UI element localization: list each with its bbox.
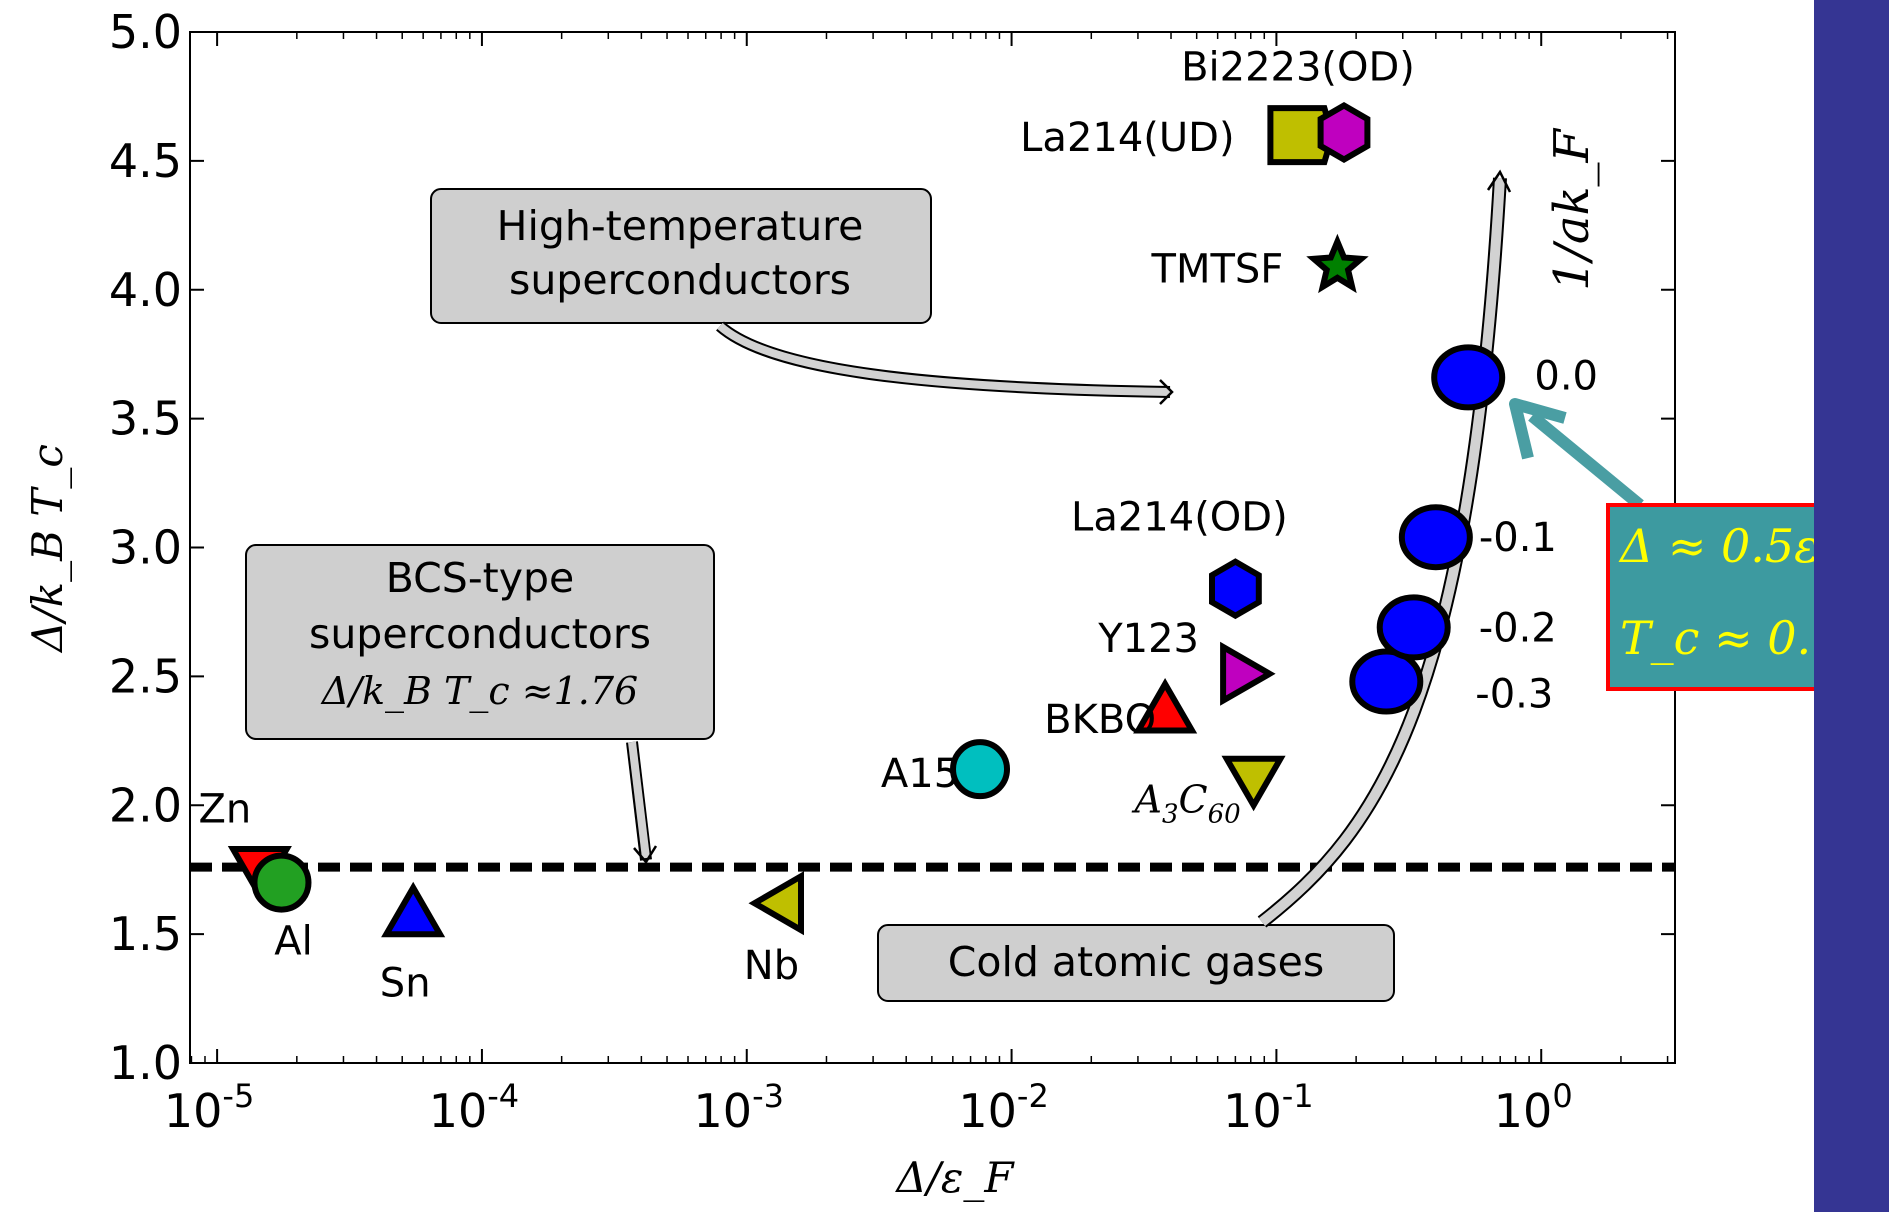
- label-bkbo: BKBO: [1044, 697, 1156, 743]
- highlight-line-1: Δ ≈ 0.5ε_F: [1618, 519, 1814, 573]
- bcs-callout: BCS-type superconductors Δ/k_B T_c ≈1.76: [245, 544, 715, 865]
- y-tick-label: 5.0: [109, 5, 182, 59]
- y-tick-label: 3.0: [109, 521, 182, 575]
- bcs-line-1: BCS-type: [386, 554, 574, 602]
- y-tick-label: 1.0: [109, 1036, 182, 1090]
- high-tc-line-2: superconductors: [509, 256, 851, 304]
- marker-a3c60: [1221, 755, 1286, 812]
- unitary-point: [1349, 648, 1424, 715]
- unitary-point: [1431, 344, 1506, 411]
- x-axis: 10-5 10-4 10-3 10-2 10-1 100: [164, 32, 1669, 1138]
- y-tick-label: 2.5: [109, 649, 182, 703]
- x-tick-label: 10-4: [429, 1077, 519, 1138]
- unitary-label: 0.0: [1534, 353, 1598, 399]
- label-bi2223-od: Bi2223(OD): [1181, 45, 1415, 91]
- right-sidebar-strip: [1814, 0, 1889, 1212]
- marker-a15: [950, 739, 1011, 800]
- bcs-line-3: Δ/k_B T_c ≈1.76: [320, 669, 638, 714]
- y-axis: 1.0 1.5 2.0 2.5 3.0 3.5 4.0 4.5 5.0: [109, 5, 1675, 1090]
- highlight-arrow: [1528, 411, 1644, 510]
- marker-sn: [381, 881, 446, 938]
- y-tick-label: 1.5: [109, 907, 182, 961]
- label-sn: Sn: [380, 961, 431, 1007]
- cold-gases-callout: Cold atomic gases: [877, 924, 1395, 1002]
- y-axis-label: Δ/k_B T_c: [23, 444, 72, 654]
- highlight-arrow-head: [1509, 398, 1567, 460]
- y-tick-label: 3.5: [109, 392, 182, 446]
- highlight-line-2: T_c ≈ 0.16ε_F: [1620, 611, 1814, 665]
- x-tick-label: 100: [1494, 1077, 1573, 1138]
- y-tick-label: 4.5: [109, 134, 182, 188]
- marker-la214-od: [1209, 558, 1262, 620]
- marker-nb: [748, 871, 804, 936]
- x-tick-label: 10-5: [164, 1077, 254, 1138]
- x-tick-label: 10-2: [958, 1077, 1048, 1138]
- label-a15: A15: [881, 751, 959, 797]
- marker-tmtsf: [1306, 233, 1369, 294]
- label-tmtsf: TMTSF: [1151, 247, 1284, 293]
- label-la214-od: La214(OD): [1071, 495, 1288, 541]
- bcs-line-2: superconductors: [309, 610, 651, 658]
- label-a3c60: A3C60: [1131, 777, 1240, 829]
- y-tick-label: 2.0: [109, 778, 182, 832]
- unitary-label: -0.3: [1475, 672, 1553, 718]
- unitary-label: -0.2: [1479, 605, 1557, 651]
- y-tick-label: 4.0: [109, 263, 182, 317]
- highlight-callout: Δ ≈ 0.5ε_F T_c ≈ 0.16ε_F: [1509, 398, 1814, 691]
- marker-y123: [1220, 641, 1276, 706]
- bcs-crossover-chart: 1.0 1.5 2.0 2.5 3.0 3.5 4.0 4.5 5.0 10-5 10-4 10-3…: [23, 5, 1814, 1202]
- label-la214-ud: La214(UD): [1020, 115, 1234, 161]
- label-al: Al: [274, 919, 312, 965]
- unitary-point: [1398, 504, 1473, 571]
- marker-al: [251, 852, 312, 913]
- high-tc-line-1: High-temperature: [497, 202, 864, 250]
- marker-bkbo: [1133, 678, 1198, 734]
- x-tick-label: 10-1: [1223, 1077, 1313, 1138]
- crossover-label: 1/ak_F: [1544, 127, 1600, 290]
- x-axis-label: Δ/ε_F: [894, 1153, 1015, 1202]
- label-nb: Nb: [744, 943, 799, 989]
- label-y123: Y123: [1097, 616, 1199, 662]
- unitary-label: -0.1: [1479, 515, 1557, 561]
- marker-bi2223-od: [1317, 102, 1371, 163]
- data-markers: Zn Al Sn Nb A15 BKBO A3C60 Y123 La214(OD) TMTSF La…: [198, 45, 1414, 1007]
- high-tc-callout: High-temperature superconductors: [430, 188, 1174, 405]
- unitary-series: -0.3 -0.2 -0.1 0.0: [1349, 344, 1598, 718]
- cold-gases-label: Cold atomic gases: [948, 938, 1324, 986]
- x-tick-label: 10-3: [694, 1077, 784, 1138]
- unitary-point: [1376, 594, 1451, 661]
- label-zn: Zn: [198, 787, 251, 833]
